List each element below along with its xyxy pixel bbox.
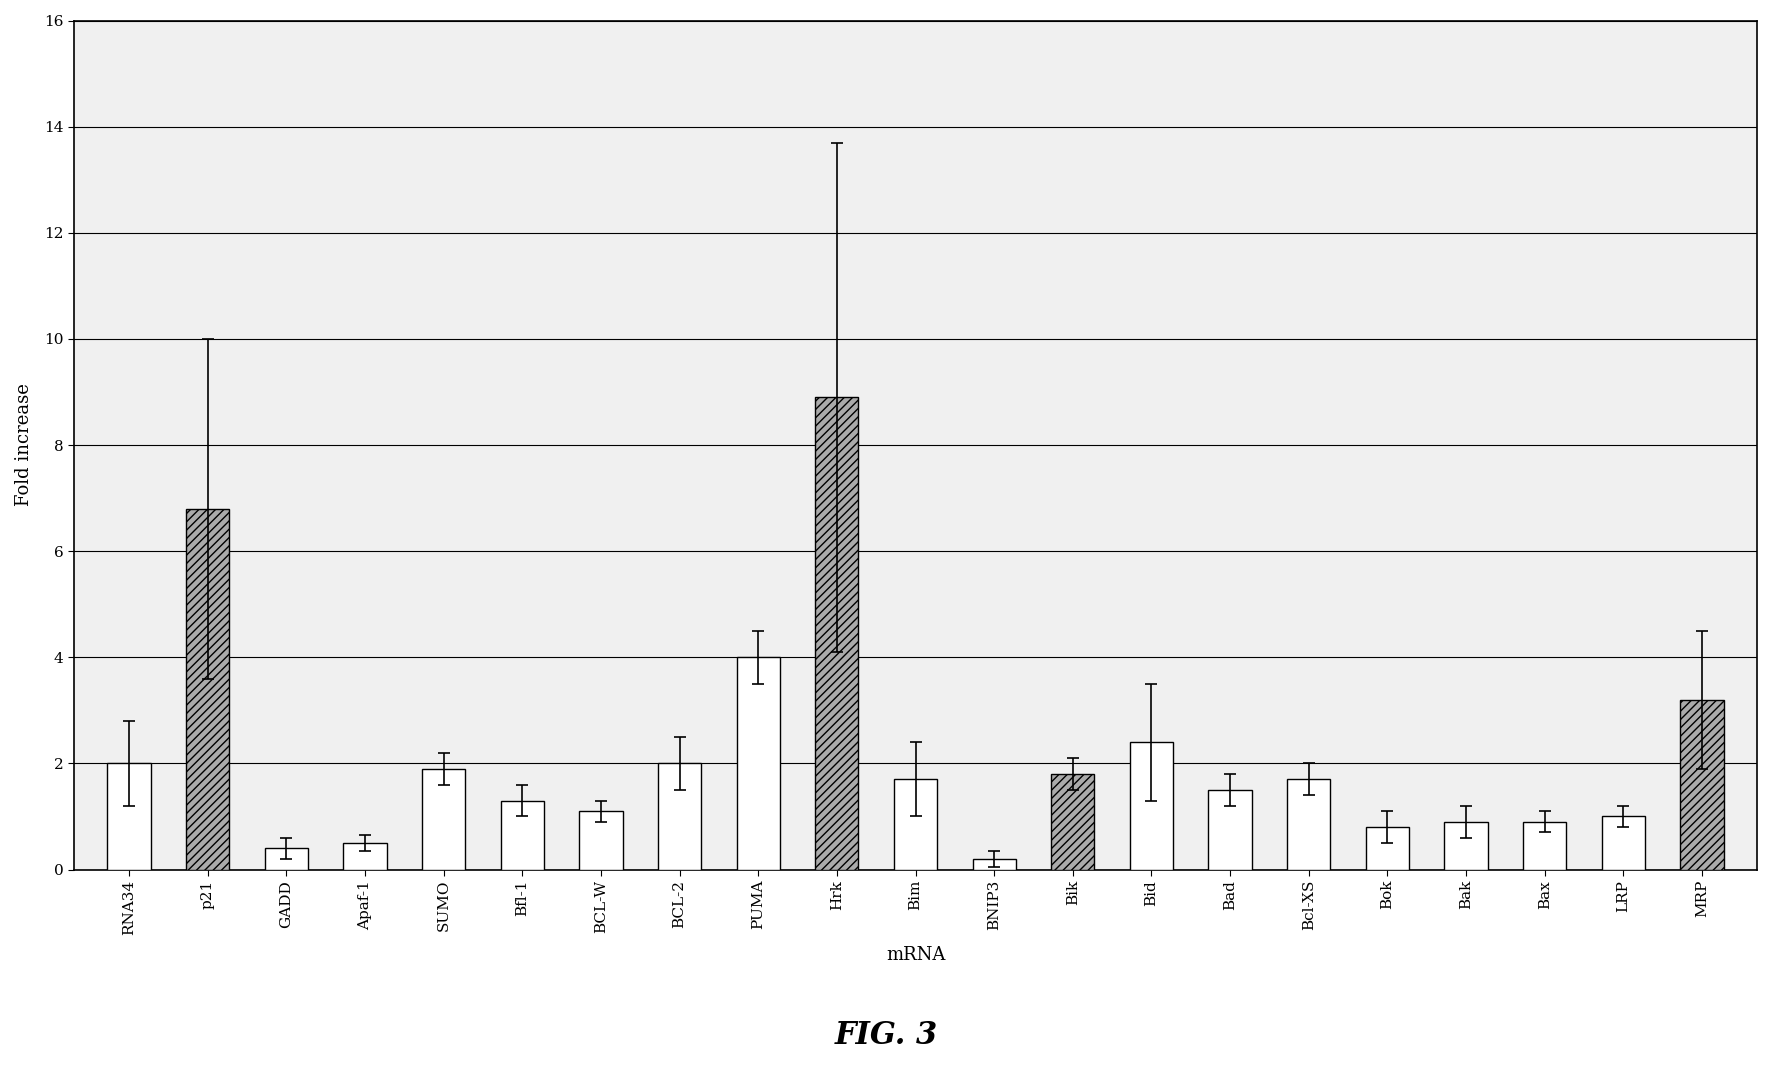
Bar xyxy=(1680,700,1724,869)
Bar xyxy=(657,764,702,869)
Bar xyxy=(1209,790,1251,869)
Bar xyxy=(893,779,937,869)
Bar xyxy=(1051,774,1095,869)
Bar xyxy=(344,843,386,869)
Bar xyxy=(1286,779,1331,869)
Bar xyxy=(264,849,308,869)
Bar xyxy=(737,657,780,869)
Bar xyxy=(1366,827,1409,869)
Bar xyxy=(1131,742,1173,869)
Text: FIG. 3: FIG. 3 xyxy=(835,1021,937,1051)
Bar xyxy=(1602,816,1644,869)
Bar xyxy=(501,801,544,869)
Bar xyxy=(1524,821,1566,869)
X-axis label: mRNA: mRNA xyxy=(886,947,944,964)
Bar xyxy=(579,812,622,869)
Bar xyxy=(815,397,858,869)
Y-axis label: Fold increase: Fold increase xyxy=(14,384,34,506)
Bar xyxy=(973,858,1015,869)
Bar xyxy=(186,509,229,869)
Bar xyxy=(422,769,466,869)
Bar xyxy=(1444,821,1488,869)
Bar xyxy=(108,764,151,869)
